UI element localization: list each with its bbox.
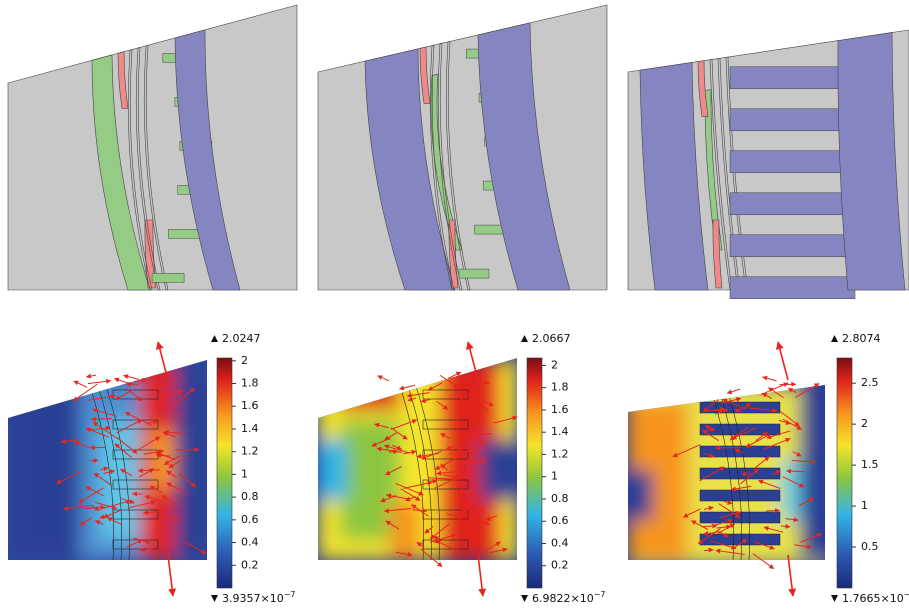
colorbar-tick-label: 2.5 xyxy=(861,376,879,389)
slot-tooth xyxy=(730,67,855,89)
slot-tooth xyxy=(730,151,855,173)
colorbar xyxy=(837,358,852,588)
colorbar-tick-label: 1 xyxy=(861,499,868,512)
field-plot xyxy=(318,350,538,570)
min-marker xyxy=(211,595,218,602)
colorbar-tick-label: 0.6 xyxy=(551,514,569,527)
geometry-row xyxy=(8,5,909,299)
field-region xyxy=(318,440,348,500)
slot-tooth xyxy=(168,229,200,238)
min-mantissa: 3.9357×10 xyxy=(222,592,284,605)
field-arrow xyxy=(114,379,132,385)
field-arrow xyxy=(86,375,96,377)
min-marker xyxy=(831,595,838,602)
colorbar-tick-label: 2 xyxy=(861,417,868,430)
colorbar-tick-label: 0.6 xyxy=(241,513,259,526)
colorbar xyxy=(217,358,232,588)
colorbar-tick-label: 2 xyxy=(241,354,248,367)
slot-tooth xyxy=(730,193,855,215)
colorbar-tick-label: 1.4 xyxy=(551,425,569,438)
slot-tooth xyxy=(459,269,489,278)
colorbar-tick-label: 0.5 xyxy=(861,540,879,553)
colorbar-tick-label: 1.6 xyxy=(241,399,259,412)
colorbar-tick-label: 1.2 xyxy=(241,445,259,458)
slot-tooth xyxy=(475,225,505,234)
colorbar-min: 3.9357×10−7 xyxy=(222,590,296,606)
field-plot xyxy=(628,350,848,570)
max-marker xyxy=(211,335,218,342)
colorbar xyxy=(527,358,542,588)
field-arrow xyxy=(787,471,804,472)
slot-tooth xyxy=(152,273,184,282)
colorbar-min: 6.9822×10−7 xyxy=(532,590,606,606)
min-mantissa: 1.7665×10 xyxy=(842,592,904,605)
colorbar-tick-label: 1 xyxy=(241,467,248,480)
colorbar-max: 2.0247 xyxy=(222,332,261,345)
field-row xyxy=(8,342,848,596)
field-region xyxy=(480,440,520,500)
field-arrow xyxy=(126,384,137,385)
min-exponent: −7 xyxy=(904,590,909,599)
field-arrow xyxy=(124,375,139,379)
slot-tooth xyxy=(730,109,855,131)
min-exponent: −7 xyxy=(284,590,296,599)
min-mantissa: 6.9822×10 xyxy=(532,592,594,605)
slot-tooth xyxy=(730,277,855,299)
colorbar-tick-label: 0.8 xyxy=(241,490,259,503)
max-marker xyxy=(521,335,528,342)
page: 0.2 0.4 0.6 0.8 1 1.2 1.4 1.6 1.8 2 2.0247 3.9357×1… xyxy=(0,0,909,612)
colorbar-tick-label: 1.2 xyxy=(551,447,569,460)
colorbar-max: 2.0667 xyxy=(532,332,571,345)
field-arrow xyxy=(88,381,111,384)
field-arrow xyxy=(378,376,389,381)
field-arrow xyxy=(91,419,112,420)
colorbar-tick-label: 1.8 xyxy=(241,377,259,390)
field-arrow xyxy=(788,555,793,596)
field-arrow xyxy=(727,389,740,393)
field-plot xyxy=(8,350,228,570)
colorbar-tick-label: 0.2 xyxy=(241,558,259,571)
domain xyxy=(318,5,607,290)
colorbar-tick-label: 0.2 xyxy=(551,559,569,572)
colorbar-tick-label: 1.6 xyxy=(551,403,569,416)
colorbar-max: 2.8074 xyxy=(842,332,881,345)
field-arrow xyxy=(778,342,788,380)
colorbar-tick-label: 0.8 xyxy=(551,492,569,505)
max-marker xyxy=(831,335,838,342)
field-region xyxy=(800,380,830,560)
colorbar-tick-label: 1.5 xyxy=(861,458,879,471)
field-arrow xyxy=(399,385,415,389)
field-arrow xyxy=(703,410,728,411)
field-region xyxy=(340,380,400,410)
field-arrow xyxy=(763,377,777,381)
colorbar-tick-label: 0.4 xyxy=(241,536,259,549)
field-arrow xyxy=(168,555,173,596)
field-arrow xyxy=(478,555,483,596)
colorbar-min: 1.7665×10−7 xyxy=(842,590,909,606)
colorbar-tick-label: 1.4 xyxy=(241,422,259,435)
colorbar-tick-label: 0.4 xyxy=(551,536,569,549)
slot-tooth xyxy=(730,235,855,257)
colorbar-tick-label: 2 xyxy=(551,358,558,371)
min-marker xyxy=(521,595,528,602)
field-blobs xyxy=(318,360,520,560)
min-exponent: −7 xyxy=(594,590,606,599)
field-region xyxy=(150,430,175,490)
field-arrow xyxy=(74,381,87,387)
figure: 0.2 0.4 0.6 0.8 1 1.2 1.4 1.6 1.8 2 2.0247 3.9357×1… xyxy=(0,0,909,612)
field-region xyxy=(628,470,653,520)
colorbar-tick-label: 1 xyxy=(551,470,558,483)
colorbar-tick-label: 1.8 xyxy=(551,381,569,394)
field-arrow xyxy=(766,510,779,511)
